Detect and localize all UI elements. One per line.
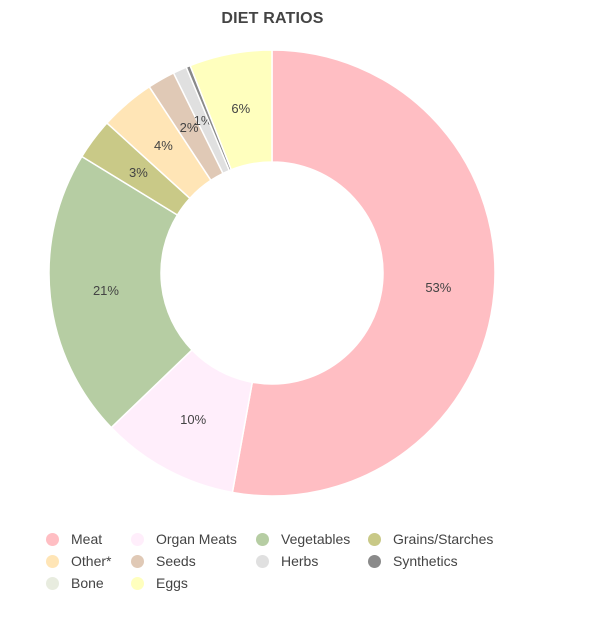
slice-label-vegetables: 21% [93,283,119,298]
legend-item-grains-starches[interactable]: Grains/Starches [368,531,508,547]
legend-label: Grains/Starches [393,531,494,547]
legend-swatch [46,576,59,590]
legend-label: Seeds [156,553,196,569]
slice-vegetables[interactable] [48,155,194,429]
legend-item-bone[interactable]: Bone [46,575,131,591]
legend: Meat Organ Meats Vegetables Grains/Starches… [46,528,566,594]
legend-label: Herbs [281,553,319,569]
slice-label-meat: 53% [425,280,451,295]
legend-item-vegetables[interactable]: Vegetables [256,531,368,547]
legend-row: Bone Eggs [46,572,566,594]
legend-swatch [46,532,59,546]
legend-label: Meat [71,531,103,547]
legend-label: Eggs [156,575,188,591]
legend-swatch [256,532,269,546]
legend-swatch [368,532,381,546]
legend-swatch [256,554,269,568]
legend-item-meat[interactable]: Meat [46,531,131,547]
legend-label: Synthetics [393,553,458,569]
legend-swatch [131,576,144,590]
legend-swatch [131,554,144,568]
legend-row: Other* Seeds Herbs Synthetics [46,550,566,572]
legend-swatch [131,532,144,546]
legend-label: Organ Meats [156,531,237,547]
legend-item-other[interactable]: Other* [46,553,131,569]
slice-label-eggs: 6% [231,101,250,116]
legend-swatch [368,554,381,568]
legend-label: Other* [71,553,112,569]
slice-label-grains-starches: 3% [129,165,148,180]
legend-label: Bone [71,575,104,591]
legend-item-synthetics[interactable]: Synthetics [368,553,508,569]
chart-title: DIET RATIOS [221,10,324,27]
slice-meat[interactable] [231,49,496,497]
donut-chart: 53%10%21%3%4%2%1%6% [48,49,496,497]
legend-label: Vegetables [281,531,351,547]
slice-label-organ-meats: 10% [180,412,206,427]
legend-row: Meat Organ Meats Vegetables Grains/Starches [46,528,566,550]
legend-item-eggs[interactable]: Eggs [131,575,256,591]
legend-swatch [46,554,59,568]
slice-label-other: 4% [154,138,173,153]
legend-item-organ-meats[interactable]: Organ Meats [131,531,256,547]
legend-item-seeds[interactable]: Seeds [131,553,256,569]
legend-item-herbs[interactable]: Herbs [256,553,368,569]
slice-eggs[interactable] [189,49,273,171]
slice-label-seeds: 2% [180,120,199,135]
